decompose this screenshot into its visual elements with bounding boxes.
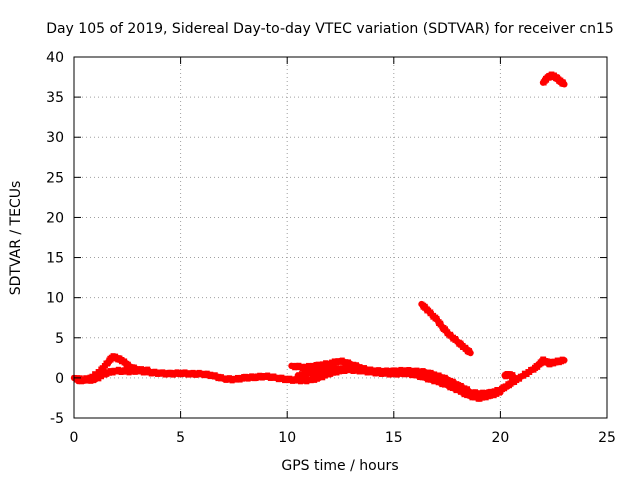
data-point — [379, 369, 387, 377]
data-points — [70, 71, 568, 402]
y-tick-label: 40 — [46, 50, 64, 66]
y-tick-label: 5 — [55, 331, 64, 347]
y-tick-label: 15 — [46, 251, 64, 267]
y-axis-label: SDTVAR / TECUs — [8, 181, 24, 296]
x-tick-label: 10 — [278, 430, 296, 446]
x-tick-label: 20 — [491, 430, 509, 446]
axis-ticks: 0 5 10 15 20 25 -5 0 5 10 15 20 25 30 35 40 — [46, 50, 616, 446]
y-tick-label: 0 — [55, 371, 64, 387]
y-tick-label: -5 — [50, 411, 64, 427]
data-point — [561, 81, 568, 88]
data-marker — [91, 374, 97, 380]
data-marker — [524, 372, 530, 378]
x-tick-label: 15 — [385, 430, 403, 446]
data-marker — [96, 376, 102, 382]
data-marker — [99, 374, 105, 380]
data-point — [561, 357, 568, 364]
x-tick-label: 25 — [598, 430, 616, 446]
data-marker — [101, 366, 107, 372]
data-point — [509, 373, 517, 380]
y-tick-label: 20 — [46, 210, 64, 226]
x-tick-label: 0 — [70, 430, 79, 446]
data-point — [145, 367, 152, 374]
data-marker — [94, 372, 100, 378]
plot-frame — [73, 56, 608, 419]
data-marker — [527, 369, 533, 375]
data-marker — [520, 373, 526, 379]
x-tick-label: 5 — [176, 430, 185, 446]
y-tick-label: 30 — [46, 130, 64, 146]
x-axis-label: GPS time / hours — [281, 458, 398, 474]
y-tick-label: 25 — [46, 170, 64, 186]
y-tick-label: 10 — [46, 291, 64, 307]
chart-title: Day 105 of 2019, Sidereal Day-to-day VTE… — [46, 21, 614, 37]
data-point — [467, 349, 474, 357]
y-tick-label: 35 — [46, 90, 64, 106]
